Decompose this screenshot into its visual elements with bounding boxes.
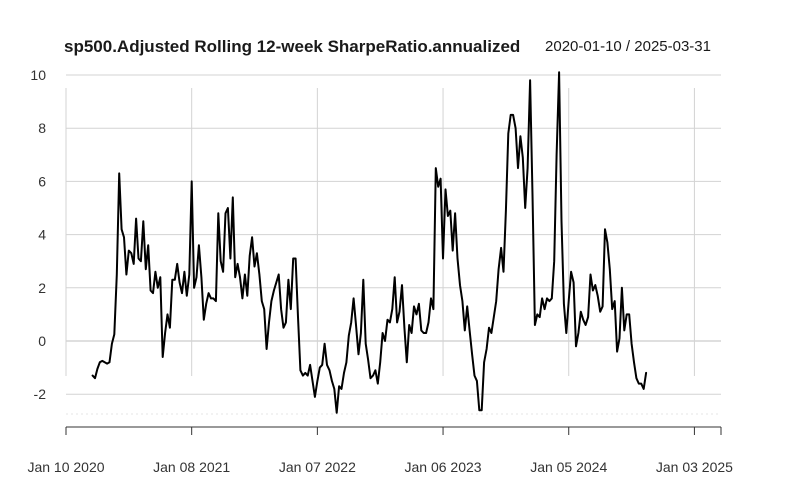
series-line [91,71,648,414]
date-range-label: 2020-01-10 / 2025-03-31 [545,38,711,55]
y-tick-label: 10 [30,67,46,83]
y-tick-label: -2 [34,386,47,402]
x-axis: Jan 10 2020 Jan 08 2021 Jan 07 2022 Jan 06 … [27,426,733,475]
y-tick-label: 0 [38,333,46,349]
x-tick-label: Jan 03 2025 [656,459,733,475]
x-tick-label: Jan 08 2021 [153,459,230,475]
y-axis-labels: -2 0 2 4 6 8 10 [30,67,46,402]
y-tick-label: 8 [38,120,46,136]
x-tick-label: Jan 07 2022 [279,459,356,475]
x-tick-label: Jan 05 2024 [530,459,607,475]
chart-title: sp500.Adjusted Rolling 12-week SharpeRat… [64,37,520,56]
x-tick-label: Jan 10 2020 [27,459,104,475]
y-tick-label: 2 [38,280,46,296]
y-tick-label: 4 [38,227,46,243]
x-tick-label: Jan 06 2023 [405,459,482,475]
y-tick-label: 6 [38,173,46,189]
series-layer [91,71,648,414]
